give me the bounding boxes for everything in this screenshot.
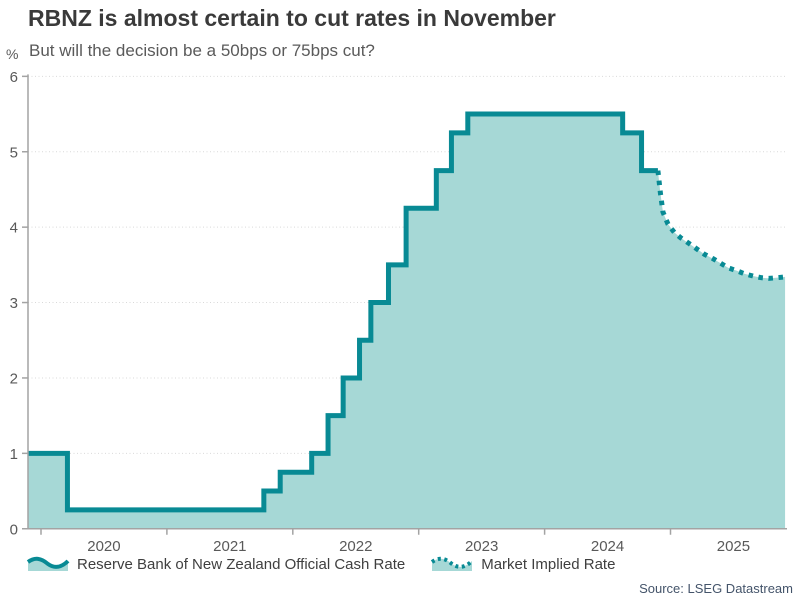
solid-area-series-icon — [26, 556, 70, 571]
x-tick-label: 2023 — [465, 538, 498, 555]
legend-item-official-cash-rate: Reserve Bank of New Zealand Official Cas… — [26, 555, 405, 573]
source-attribution: Source: LSEG Datastream — [639, 581, 793, 596]
x-tick-label: 2021 — [213, 538, 246, 555]
y-axis-unit-label: % — [6, 46, 19, 62]
y-tick-label: 2 — [10, 370, 18, 387]
legend-label: Market Implied Rate — [481, 555, 616, 573]
x-tick-label: 2025 — [717, 538, 750, 555]
legend-label: Reserve Bank of New Zealand Official Cas… — [77, 555, 406, 573]
page-title: RBNZ is almost certain to cut rates in N… — [28, 5, 556, 31]
dotted-area-series-icon — [431, 556, 474, 571]
area-fill — [28, 114, 786, 529]
market-implied-rate-line — [655, 170, 786, 281]
y-tick-label: 3 — [10, 295, 18, 312]
y-tick-label: 0 — [10, 521, 18, 538]
x-tick-label: 2020 — [87, 538, 120, 555]
x-tick-label: 2022 — [339, 538, 372, 555]
y-tick-label: 1 — [10, 446, 18, 463]
chart-subtitle: But will the decision be a 50bps or 75bp… — [29, 41, 375, 60]
y-tick-label: 5 — [10, 144, 18, 161]
legend-item-market-implied-rate: Market Implied Rate — [430, 555, 615, 573]
chart-legend: Reserve Bank of New Zealand Official Cas… — [26, 555, 615, 573]
official-cash-rate-line — [28, 111, 658, 513]
y-tick-label: 6 — [10, 69, 18, 86]
x-tick-label: 2024 — [591, 538, 624, 555]
y-tick-label: 4 — [10, 220, 18, 237]
